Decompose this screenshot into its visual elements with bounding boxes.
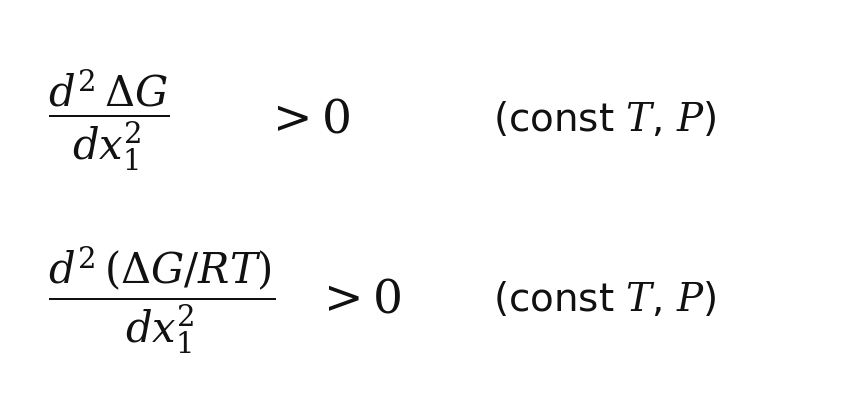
Text: (const $T$, $P$): (const $T$, $P$) <box>493 100 716 140</box>
Text: $\dfrac{d^{2}\,(\Delta G/RT)}{dx_{1}^{2}}$: $\dfrac{d^{2}\,(\Delta G/RT)}{dx_{1}^{2}… <box>48 244 275 356</box>
Text: $> 0$: $> 0$ <box>315 278 402 322</box>
Text: $> 0$: $> 0$ <box>264 98 350 142</box>
Text: (const $T$, $P$): (const $T$, $P$) <box>493 280 716 320</box>
Text: $\dfrac{d^{2}\,\Delta G}{dx_{1}^{2}}$: $\dfrac{d^{2}\,\Delta G}{dx_{1}^{2}}$ <box>48 67 169 173</box>
